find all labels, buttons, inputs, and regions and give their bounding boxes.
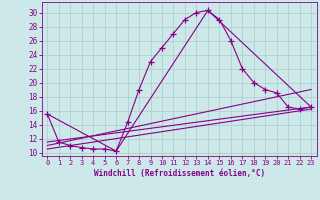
X-axis label: Windchill (Refroidissement éolien,°C): Windchill (Refroidissement éolien,°C) [94,169,265,178]
